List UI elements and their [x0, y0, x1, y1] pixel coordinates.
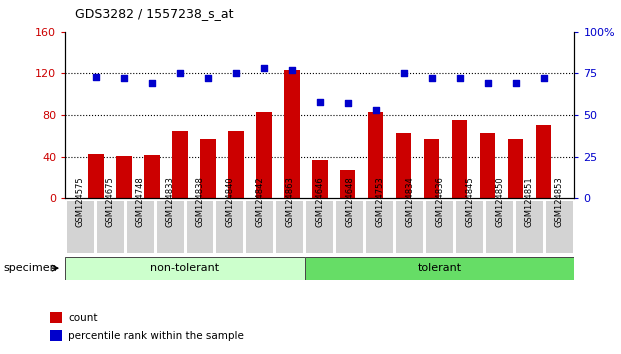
Text: GSM124646: GSM124646 — [315, 177, 324, 227]
FancyBboxPatch shape — [276, 201, 303, 253]
Point — [203, 76, 213, 81]
Text: GSM124648: GSM124648 — [345, 177, 354, 227]
FancyBboxPatch shape — [486, 201, 513, 253]
FancyBboxPatch shape — [546, 201, 573, 253]
Text: GSM124753: GSM124753 — [375, 177, 384, 227]
Text: tolerant: tolerant — [417, 263, 461, 273]
Bar — [452, 120, 468, 198]
Point — [538, 76, 548, 81]
Text: GSM124833: GSM124833 — [166, 176, 175, 227]
Text: GSM124840: GSM124840 — [225, 177, 235, 227]
Text: count: count — [68, 313, 98, 323]
Text: specimen: specimen — [3, 263, 57, 273]
Bar — [284, 70, 299, 198]
Bar — [116, 156, 132, 198]
Text: GSM124838: GSM124838 — [196, 176, 204, 227]
FancyBboxPatch shape — [396, 201, 423, 253]
FancyBboxPatch shape — [127, 201, 153, 253]
Point — [427, 76, 437, 81]
Bar — [172, 131, 188, 198]
FancyBboxPatch shape — [337, 201, 363, 253]
Bar — [368, 112, 383, 198]
Text: GSM124850: GSM124850 — [495, 177, 504, 227]
FancyBboxPatch shape — [247, 201, 273, 253]
Text: GSM124853: GSM124853 — [555, 177, 564, 227]
Point — [147, 81, 157, 86]
Text: GSM124842: GSM124842 — [255, 177, 265, 227]
FancyBboxPatch shape — [186, 201, 214, 253]
Bar — [228, 131, 243, 198]
Text: GSM124748: GSM124748 — [135, 177, 145, 227]
Bar — [424, 139, 440, 198]
Point — [119, 76, 129, 81]
Bar — [144, 155, 160, 198]
Text: GSM124863: GSM124863 — [286, 176, 294, 227]
FancyBboxPatch shape — [66, 201, 94, 253]
Bar — [88, 154, 104, 198]
Point — [315, 99, 325, 104]
Point — [231, 71, 241, 76]
Point — [455, 76, 465, 81]
Bar — [536, 125, 551, 198]
Point — [259, 65, 269, 71]
Bar — [340, 170, 355, 198]
Point — [91, 74, 101, 80]
Bar — [50, 331, 62, 341]
Bar — [256, 112, 271, 198]
Bar — [50, 312, 62, 323]
FancyBboxPatch shape — [217, 201, 243, 253]
Text: GSM124834: GSM124834 — [405, 177, 414, 227]
Bar — [396, 133, 412, 198]
Text: GDS3282 / 1557238_s_at: GDS3282 / 1557238_s_at — [75, 7, 233, 20]
Bar — [480, 133, 496, 198]
Text: GSM124575: GSM124575 — [76, 177, 84, 227]
Point — [287, 67, 297, 73]
FancyBboxPatch shape — [306, 201, 333, 253]
Text: GSM124845: GSM124845 — [465, 177, 474, 227]
Point — [175, 71, 185, 76]
Point — [399, 71, 409, 76]
Text: non-tolerant: non-tolerant — [150, 263, 220, 273]
Bar — [508, 139, 524, 198]
FancyBboxPatch shape — [426, 201, 453, 253]
Point — [371, 107, 381, 113]
Text: GSM124675: GSM124675 — [106, 177, 115, 227]
Text: percentile rank within the sample: percentile rank within the sample — [68, 331, 244, 341]
FancyBboxPatch shape — [456, 201, 483, 253]
Bar — [312, 160, 327, 198]
FancyBboxPatch shape — [65, 257, 305, 280]
FancyBboxPatch shape — [97, 201, 124, 253]
Bar — [200, 139, 215, 198]
FancyBboxPatch shape — [305, 257, 574, 280]
Text: GSM124836: GSM124836 — [435, 176, 444, 227]
FancyBboxPatch shape — [156, 201, 184, 253]
Point — [510, 81, 520, 86]
FancyBboxPatch shape — [366, 201, 393, 253]
Point — [483, 81, 492, 86]
Point — [343, 101, 353, 106]
Text: GSM124851: GSM124851 — [525, 177, 534, 227]
FancyBboxPatch shape — [516, 201, 543, 253]
